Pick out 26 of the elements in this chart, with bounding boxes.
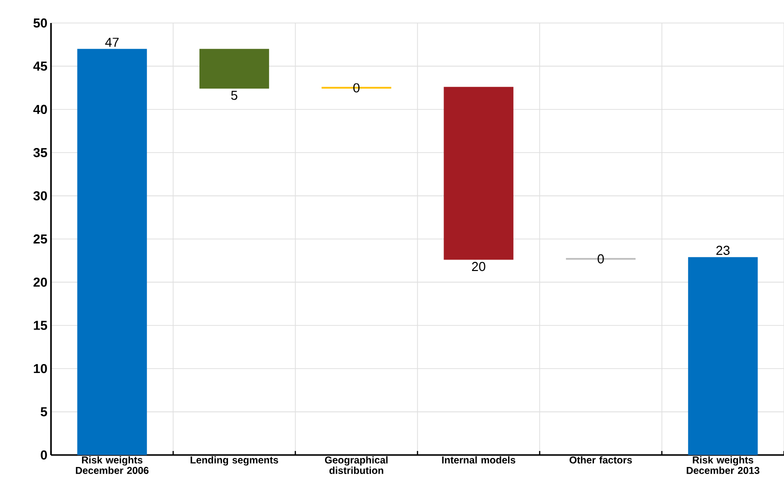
y-tick-label: 25	[34, 234, 48, 244]
x-tick-label: Risk weights December 2006	[76, 456, 149, 474]
y-tick-label: 10	[34, 364, 47, 374]
y-tick-label: 0	[40, 450, 47, 460]
bar	[444, 86, 514, 260]
bar	[688, 257, 758, 455]
y-tick-label: 50	[33, 18, 47, 28]
x-tick-label: Other factors	[570, 456, 632, 464]
data-label: 5	[231, 90, 238, 100]
data-label: 0	[598, 254, 604, 264]
x-tick-label: Lending segments	[190, 456, 278, 466]
y-tick-label: 40	[33, 104, 47, 114]
data-label: 47	[105, 38, 119, 47]
data-label: 23	[716, 246, 730, 255]
y-tick-label: 45	[33, 62, 48, 71]
y-tick-label: 15	[34, 320, 48, 330]
y-tick-label: 20	[34, 278, 47, 287]
x-tick-label: Geographical distribution	[324, 456, 388, 474]
y-tick-label: 35	[33, 148, 48, 158]
bar	[77, 48, 147, 455]
y-tick-label: 30	[33, 191, 47, 200]
data-label: 20	[472, 262, 486, 272]
x-tick-label: Risk weights December 2013	[686, 456, 760, 474]
x-tick-label: Internal models	[442, 456, 516, 464]
y-tick-label: 5	[40, 407, 48, 416]
bar	[199, 48, 270, 89]
